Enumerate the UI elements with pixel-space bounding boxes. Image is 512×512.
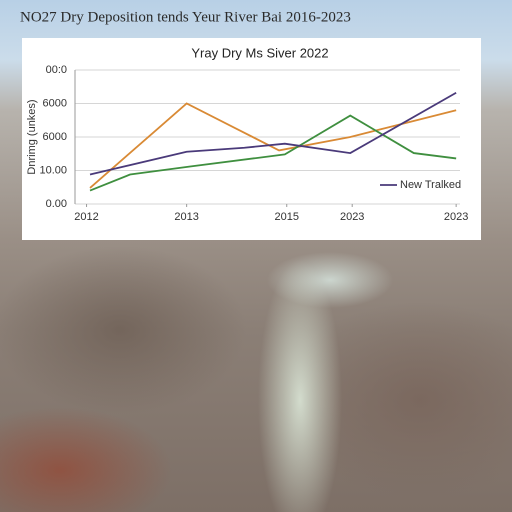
chart-title: NO27 Dry Deposition tends Yeur River Bai… — [20, 9, 351, 25]
x-tick-label: 2013 — [174, 211, 198, 223]
x-tick-label: 2015 — [275, 211, 299, 223]
legend-label: New Tralked — [400, 179, 461, 191]
series-line — [89, 102, 457, 189]
x-tick-label: 2023 — [444, 211, 468, 223]
series-line — [89, 91, 457, 176]
chart-panel — [22, 38, 481, 240]
y-tick-label: 00:0 — [46, 64, 67, 76]
chart-subtitle: Yray Dry Ms Siver 2022 — [191, 45, 328, 60]
x-tick-label: 2012 — [74, 211, 98, 223]
series-line — [89, 114, 457, 192]
y-tick-label: 6000 — [43, 97, 67, 109]
x-tick-label: 2023 — [340, 211, 364, 223]
y-tick-label: 6000 — [43, 131, 67, 143]
y-tick-label: 10.00 — [39, 164, 67, 176]
y-axis-label: Dnrimg (unkes) — [26, 99, 38, 174]
y-tick-label: 0.00 — [46, 198, 67, 210]
